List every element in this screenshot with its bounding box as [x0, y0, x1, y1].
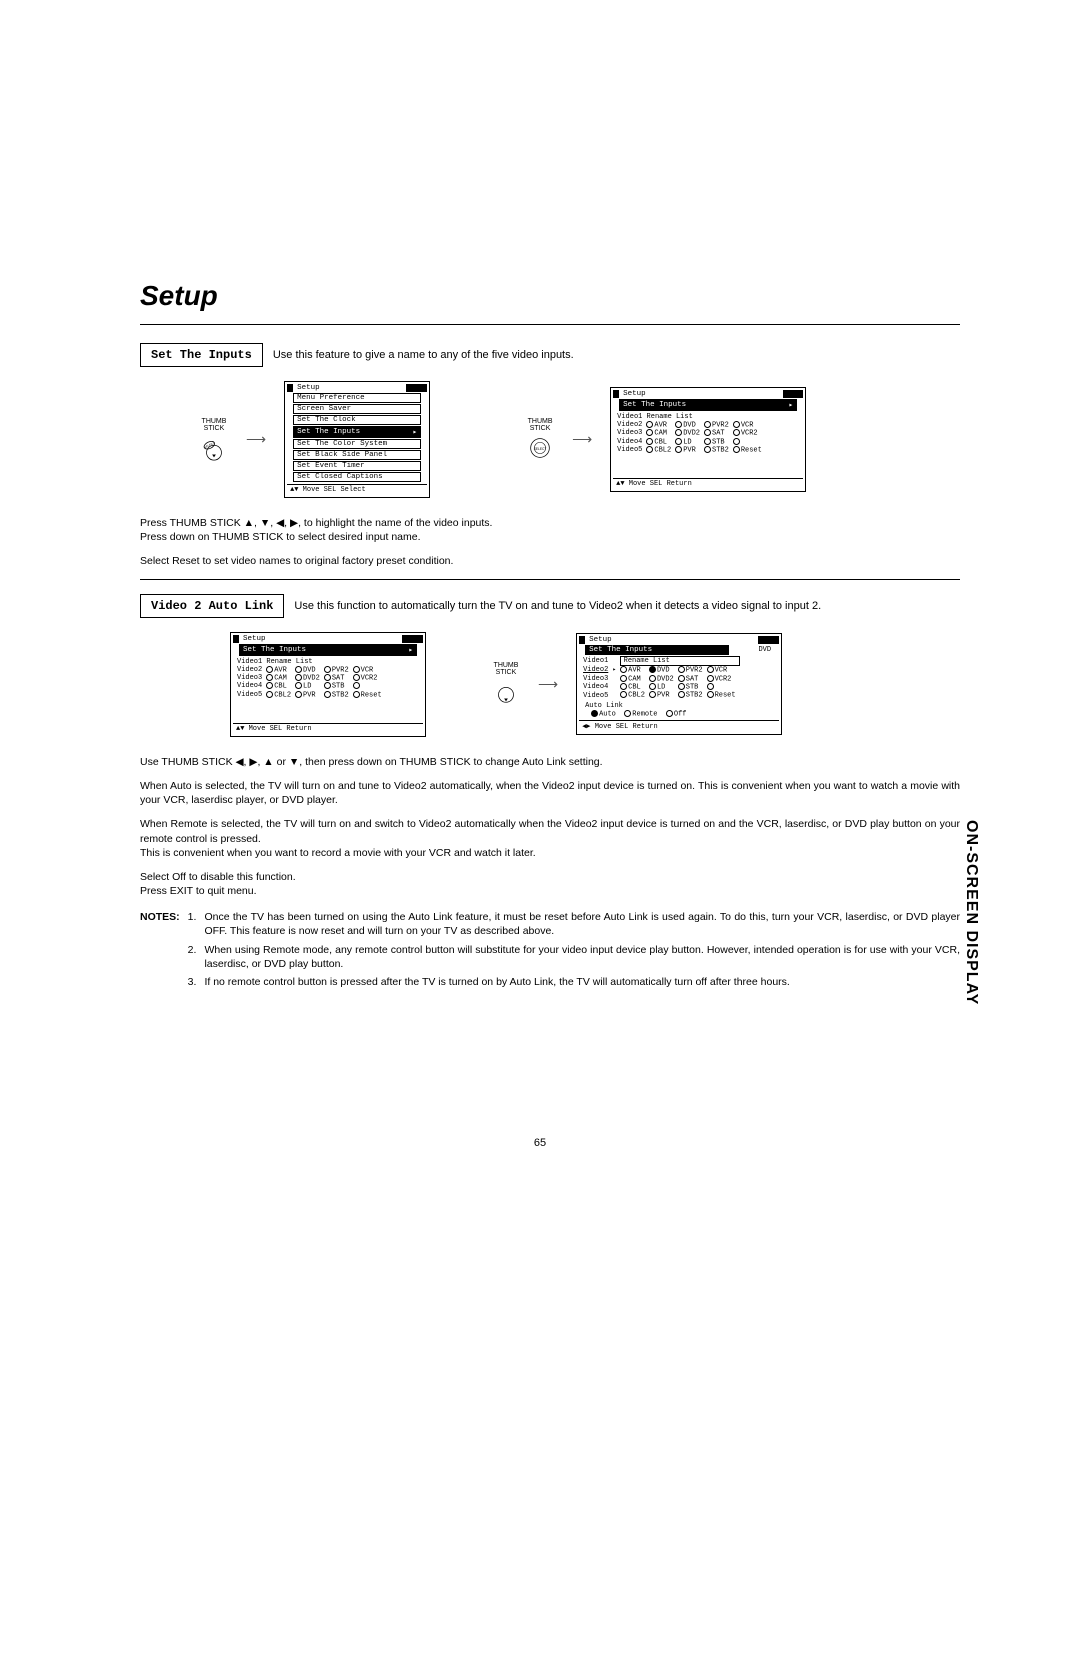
osd-menu-item: Menu Preference	[293, 393, 421, 403]
osd-setup-menu: Setup Menu PreferenceScreen SaverSet The…	[284, 381, 430, 498]
arrow-icon: ⟶	[538, 676, 558, 693]
osd-menu-item: Screen Saver	[293, 404, 421, 414]
osd-rename-1: Setup Set The Inputs▸ Video1 Rename List…	[610, 387, 806, 492]
osd-autolink: Setup Set The Inputs DVD Video1Rename Li…	[576, 633, 782, 735]
arrow-icon: ⟶	[246, 431, 266, 448]
notes-label: NOTES:	[140, 910, 180, 993]
svg-text:SELECT: SELECT	[534, 446, 547, 450]
autolink-label: Auto Link	[579, 702, 779, 710]
note-item: 3.If no remote control button is pressed…	[188, 975, 960, 989]
arrow-icon: ⟶	[572, 431, 592, 448]
osd-row-2: Setup Set The Inputs▸ Video1 Rename List…	[230, 632, 960, 737]
osd-footer: ▲▼ Move SEL Return	[613, 478, 803, 489]
thumb-stick-2: THUMBSTICK SELECT	[526, 418, 554, 462]
osd-title: Setup	[619, 390, 650, 398]
side-tab: ON-SCREEN DISPLAY	[962, 820, 980, 1005]
osd-rename-table: Video1 Rename ListVideo2AVRDVDPVR2VCRVid…	[237, 658, 386, 699]
feature-set-inputs: Set The Inputs Use this feature to give …	[140, 343, 960, 367]
osd-subtitle: Set The Inputs▸	[239, 644, 417, 656]
osd-menu-item: Set The Inputs▸	[293, 426, 421, 438]
feature-box-auto-link: Video 2 Auto Link	[140, 594, 284, 618]
autolink-options: Auto Remote Off	[579, 710, 779, 718]
section-rule	[140, 579, 960, 580]
page-number: 65	[0, 1137, 1080, 1149]
thumb-stick-3: THUMBSTICK	[492, 662, 520, 706]
note-item: 1.Once the TV has been turned on using t…	[188, 910, 960, 938]
osd-menu-item: Set Black Side Panel	[293, 450, 421, 460]
osd-autolink-table: Video1Rename ListVideo2 ▸AVRDVDPVR2VCRVi…	[583, 656, 740, 699]
thumb-label: THUMBSTICK	[528, 418, 553, 432]
osd-rename-2: Setup Set The Inputs▸ Video1 Rename List…	[230, 632, 426, 737]
thumb-icon: SELECT	[200, 434, 228, 462]
paragraph: Press THUMB STICK ▲, ▼, ◀, ▶, to highlig…	[140, 516, 960, 544]
thumb-icon: SELECT	[526, 434, 554, 462]
thumb-icon	[492, 678, 520, 706]
paragraph: Use THUMB STICK ◀, ▶, ▲ or ▼, then press…	[140, 755, 960, 769]
thumb-label: THUMBSTICK	[202, 418, 227, 432]
osd-subtitle: Set The Inputs▸	[619, 399, 797, 411]
osd-row-1: THUMBSTICK SELECT ⟶ Setup Menu Preferenc…	[200, 381, 960, 498]
feature-desc-set-inputs: Use this feature to give a name to any o…	[273, 343, 574, 362]
osd-title: Setup	[585, 636, 616, 644]
osd-menu-item: Set The Clock	[293, 415, 421, 425]
osd-title: Setup	[239, 635, 270, 643]
note-item: 2.When using Remote mode, any remote con…	[188, 943, 960, 971]
osd-menu-item: Set The Color System	[293, 439, 421, 449]
thumb-label: THUMBSTICK	[494, 662, 519, 676]
feature-auto-link: Video 2 Auto Link Use this function to a…	[140, 594, 960, 618]
paragraph: Select Reset to set video names to origi…	[140, 554, 960, 568]
paragraph: Select Off to disable this function. Pre…	[140, 870, 960, 898]
notes-block: NOTES: 1.Once the TV has been turned on …	[140, 910, 960, 993]
title-rule	[140, 324, 960, 325]
notes-list: 1.Once the TV has been turned on using t…	[188, 910, 960, 993]
osd-footer: ◀▶ Move SEL Return	[579, 720, 779, 732]
thumb-stick-1: THUMBSTICK SELECT	[200, 418, 228, 462]
osd-footer: ▲▼ Move SEL Return	[233, 723, 423, 734]
osd-rename-table: Video1 Rename ListVideo2AVRDVDPVR2VCRVid…	[617, 413, 766, 454]
paragraph: When Auto is selected, the TV will turn …	[140, 779, 960, 807]
osd-title: Setup	[293, 384, 324, 392]
osd-menu-item: Set Closed Captions	[293, 472, 421, 482]
feature-box-set-inputs: Set The Inputs	[140, 343, 263, 367]
osd-footer: ▲▼ Move SEL Select	[287, 484, 427, 495]
page-title: Setup	[140, 280, 960, 312]
paragraph: When Remote is selected, the TV will tur…	[140, 817, 960, 860]
feature-desc-auto-link: Use this function to automatically turn …	[294, 594, 821, 613]
osd-menu-item: Set Event Timer	[293, 461, 421, 471]
